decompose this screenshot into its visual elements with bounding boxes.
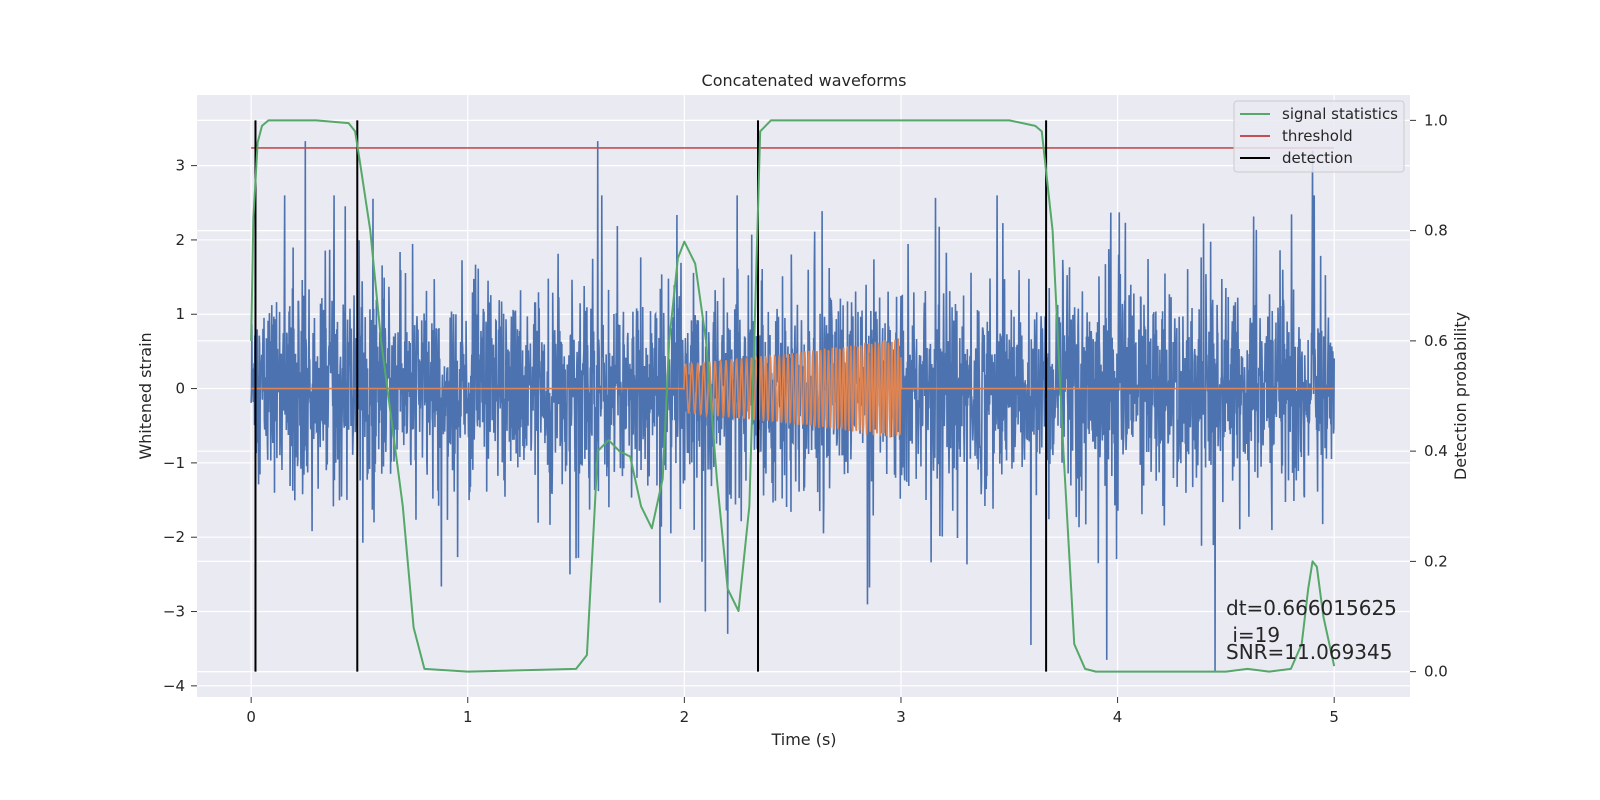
signal-statistics-series bbox=[250, 119, 1336, 673]
y-left-tick-label: −2 bbox=[163, 528, 185, 546]
y-right-tick-label: 0.6 bbox=[1424, 332, 1448, 350]
injected-waveform-series bbox=[251, 338, 1335, 438]
annotation-snr: SNR=11.069345 bbox=[1226, 640, 1392, 664]
y-right-tick-label: 0.4 bbox=[1424, 442, 1448, 460]
annotation-dt: dt=0.666015625 bbox=[1226, 596, 1397, 620]
y-right-tick-label: 0.2 bbox=[1424, 552, 1448, 570]
y-left-tick-label: 2 bbox=[175, 231, 185, 249]
y-right-tick-label: 1.0 bbox=[1424, 111, 1448, 129]
legend-label-threshold: threshold bbox=[1282, 127, 1353, 145]
grid-lines bbox=[197, 95, 1410, 697]
legend-label-detection: detection bbox=[1282, 149, 1353, 167]
y-left-tick-label: −4 bbox=[163, 677, 185, 695]
detection-lines bbox=[254, 120, 1048, 672]
signal-statistics-line bbox=[250, 119, 1336, 673]
strain-trace bbox=[250, 141, 1335, 671]
x-tick-label: 0 bbox=[246, 708, 256, 726]
x-tick-label: 5 bbox=[1329, 708, 1339, 726]
y-left-tick-label: 1 bbox=[175, 305, 185, 323]
annotation-block: dt=0.666015625 i=19 SNR=11.069345 bbox=[1226, 596, 1397, 664]
y-right-tick-label: 0.8 bbox=[1424, 222, 1448, 240]
legend: signal statistics threshold detection bbox=[1233, 100, 1405, 173]
legend-box bbox=[1233, 100, 1405, 173]
x-tick-label: 1 bbox=[463, 708, 473, 726]
waveform-trace bbox=[251, 338, 1335, 438]
legend-label-signal-statistics: signal statistics bbox=[1282, 105, 1398, 123]
y-left-axis-title: Whitened strain bbox=[136, 332, 155, 459]
axis-ticks: 0 1 2 3 4 5 −4 −3 −2 −1 0 1 2 3 0.0 0.2 0.4 0.6 0.8 1.0 bbox=[163, 111, 1448, 726]
y-right-axis-title: Detection probability bbox=[1451, 312, 1470, 480]
y-left-tick-label: 3 bbox=[175, 157, 185, 175]
annotation-index: i=19 bbox=[1226, 623, 1280, 647]
y-left-tick-label: −1 bbox=[163, 454, 185, 472]
y-right-tick-label: 0.0 bbox=[1424, 663, 1448, 681]
y-left-tick-label: 0 bbox=[175, 380, 185, 398]
whitened-strain-series bbox=[250, 141, 1335, 671]
x-tick-label: 3 bbox=[896, 708, 906, 726]
x-tick-label: 4 bbox=[1113, 708, 1123, 726]
y-left-tick-label: −3 bbox=[163, 603, 185, 621]
chart-title: Concatenated waveforms bbox=[702, 71, 907, 90]
x-axis-title: Time (s) bbox=[770, 730, 836, 749]
x-tick-label: 2 bbox=[680, 708, 690, 726]
